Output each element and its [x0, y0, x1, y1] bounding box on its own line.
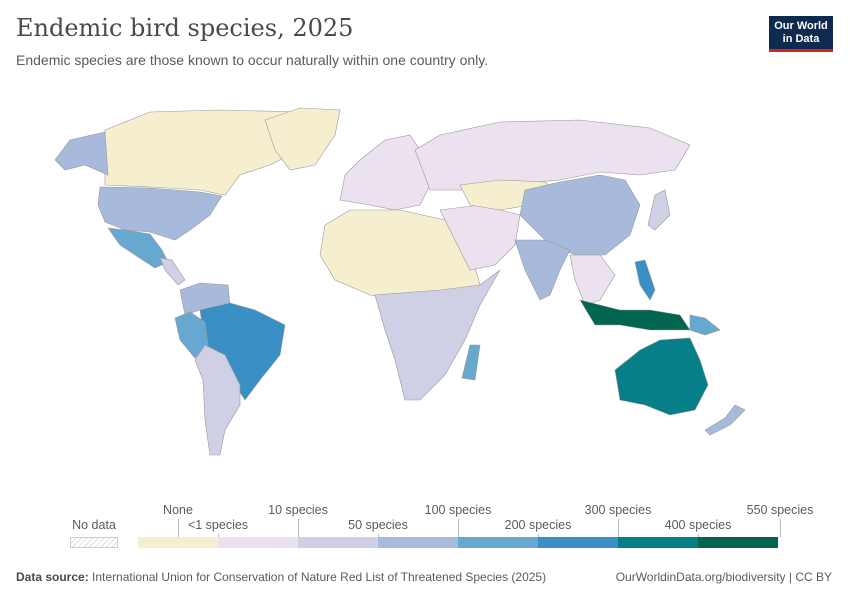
region-australia[interactable]: [614, 337, 709, 416]
region-new-zealand[interactable]: [704, 404, 746, 436]
region-sub-saharan-africa[interactable]: [374, 269, 501, 401]
legend-tick: [378, 534, 379, 537]
legend-label-bottom: 400 species: [664, 518, 732, 532]
footer-link[interactable]: OurWorldinData.org/biodiversity | CC BY: [615, 570, 832, 584]
region-philippines[interactable]: [634, 259, 656, 301]
legend-label-top: 100 species: [424, 503, 492, 517]
owid-logo[interactable]: Our World in Data: [769, 16, 833, 52]
region-central-america[interactable]: [159, 257, 186, 286]
data-source-text: International Union for Conservation of …: [92, 570, 547, 584]
legend-no-data-swatch: [70, 537, 118, 548]
legend-label-top: 550 species: [746, 503, 814, 517]
region-madagascar[interactable]: [461, 344, 481, 381]
region-china[interactable]: [519, 174, 641, 256]
legend-bin[interactable]: [458, 537, 538, 548]
region-usa[interactable]: [97, 186, 223, 241]
legend-bin[interactable]: [218, 537, 298, 548]
legend-bin[interactable]: [298, 537, 378, 548]
region-europe[interactable]: [339, 134, 431, 211]
legend-tick: [458, 519, 459, 537]
legend-tick: [698, 534, 699, 537]
legend-bin[interactable]: [618, 537, 698, 548]
page-title: Endemic bird species, 2025: [16, 14, 354, 42]
region-papua-new-guinea[interactable]: [689, 314, 721, 336]
region-japan[interactable]: [647, 189, 671, 231]
legend-tick: [618, 519, 619, 537]
region-southern-cone[interactable]: [194, 344, 241, 456]
region-india[interactable]: [514, 239, 571, 301]
legend-label-bottom: <1 species: [187, 518, 249, 532]
legend-tick: [298, 519, 299, 537]
legend-tick: [218, 534, 219, 537]
legend-tick: [780, 519, 781, 537]
legend-tick: [178, 519, 179, 537]
page-subtitle: Endemic species are those known to occur…: [16, 52, 489, 68]
region-alaska[interactable]: [54, 131, 109, 176]
legend-bin[interactable]: [378, 537, 458, 548]
legend-label-top: 10 species: [268, 503, 328, 517]
region-greenland[interactable]: [264, 107, 341, 171]
region-russia[interactable]: [414, 119, 691, 191]
legend-label-bottom: 50 species: [348, 518, 408, 532]
legend-bin[interactable]: [538, 537, 618, 548]
world-map[interactable]: [0, 90, 850, 470]
legend-label-top: 300 species: [584, 503, 652, 517]
legend-no-data-label: No data: [72, 518, 116, 532]
legend-label-top: None: [163, 503, 193, 517]
legend-bin[interactable]: [138, 537, 218, 548]
legend-tick: [538, 534, 539, 537]
data-source: Data source: International Union for Con…: [16, 570, 546, 584]
region-southeast-asia[interactable]: [569, 254, 616, 306]
region-indonesia[interactable]: [579, 299, 691, 331]
legend-label-bottom: 200 species: [504, 518, 572, 532]
region-peru[interactable]: [174, 311, 209, 359]
data-source-label: Data source:: [16, 570, 89, 584]
legend-bin[interactable]: [698, 537, 778, 548]
